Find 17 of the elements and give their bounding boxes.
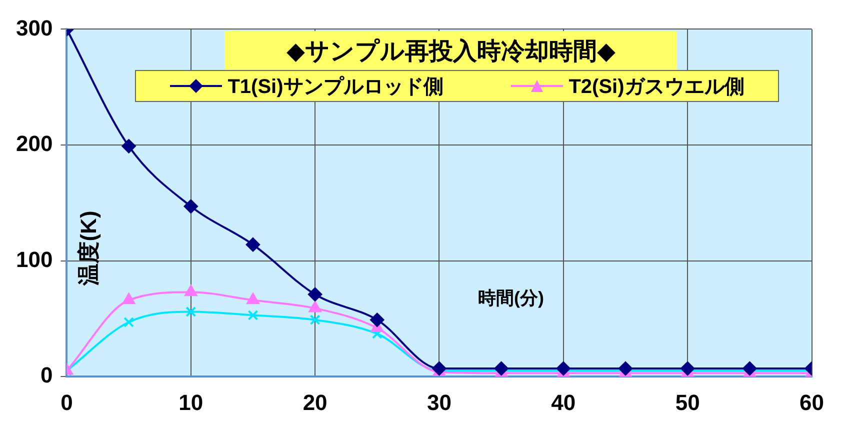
x-tick-label: 50 [675, 390, 700, 415]
x-tick-label: 40 [551, 390, 576, 415]
legend-label: T2(Si)ガスウエル側 [568, 74, 744, 100]
y-tick-label: 0 [40, 362, 53, 388]
x-tick-label: 20 [302, 390, 328, 415]
x-tick-label: 0 [60, 390, 73, 415]
y-tick-label: 100 [16, 246, 53, 272]
x-tick-label: 30 [426, 390, 452, 415]
chart-title: ◆サンプル再投入時冷却時間◆ [286, 37, 616, 67]
x-tick-label: 60 [800, 390, 824, 415]
title-panel: ◆サンプル再投入時冷却時間◆ [225, 31, 677, 71]
y-tick-label: 200 [16, 131, 53, 156]
legend-label: T1(Si)サンプルロッド側 [228, 74, 444, 100]
y-tick-label: 300 [16, 15, 53, 40]
x-tick-label: 10 [178, 390, 204, 415]
x-axis-title: 時間(分) [478, 287, 544, 310]
y-axis-title: 温度(K) [74, 210, 102, 286]
